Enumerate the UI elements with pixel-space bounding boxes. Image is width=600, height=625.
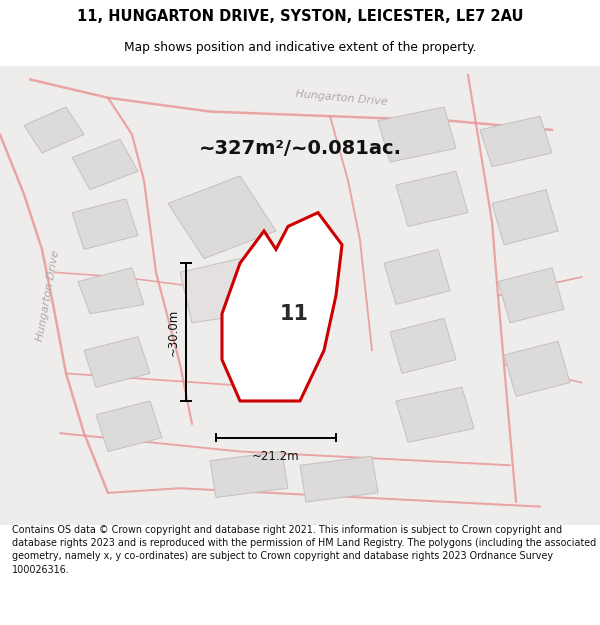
- Polygon shape: [378, 107, 456, 162]
- Text: ~327m²/~0.081ac.: ~327m²/~0.081ac.: [199, 139, 401, 158]
- Polygon shape: [72, 199, 138, 249]
- Text: 11: 11: [280, 304, 308, 324]
- Text: ~21.2m: ~21.2m: [252, 449, 300, 462]
- Polygon shape: [384, 249, 450, 304]
- Polygon shape: [72, 139, 138, 189]
- Polygon shape: [492, 189, 558, 245]
- Text: ~30.0m: ~30.0m: [166, 308, 179, 356]
- Polygon shape: [396, 387, 474, 442]
- Polygon shape: [480, 116, 552, 167]
- Text: Hungarton Drive: Hungarton Drive: [295, 89, 389, 107]
- Text: Map shows position and indicative extent of the property.: Map shows position and indicative extent…: [124, 41, 476, 54]
- Text: 11, HUNGARTON DRIVE, SYSTON, LEICESTER, LE7 2AU: 11, HUNGARTON DRIVE, SYSTON, LEICESTER, …: [77, 9, 523, 24]
- Polygon shape: [210, 451, 288, 498]
- Text: Contains OS data © Crown copyright and database right 2021. This information is : Contains OS data © Crown copyright and d…: [12, 525, 596, 574]
- Polygon shape: [96, 401, 162, 451]
- Polygon shape: [78, 268, 144, 314]
- Polygon shape: [222, 213, 342, 401]
- Polygon shape: [84, 337, 150, 387]
- Polygon shape: [498, 268, 564, 323]
- Polygon shape: [300, 456, 378, 502]
- Polygon shape: [168, 176, 276, 259]
- Polygon shape: [180, 259, 252, 323]
- Polygon shape: [24, 107, 84, 153]
- Polygon shape: [504, 341, 570, 396]
- Polygon shape: [390, 318, 456, 373]
- Text: Hungarton Drive: Hungarton Drive: [35, 249, 61, 342]
- Polygon shape: [396, 171, 468, 226]
